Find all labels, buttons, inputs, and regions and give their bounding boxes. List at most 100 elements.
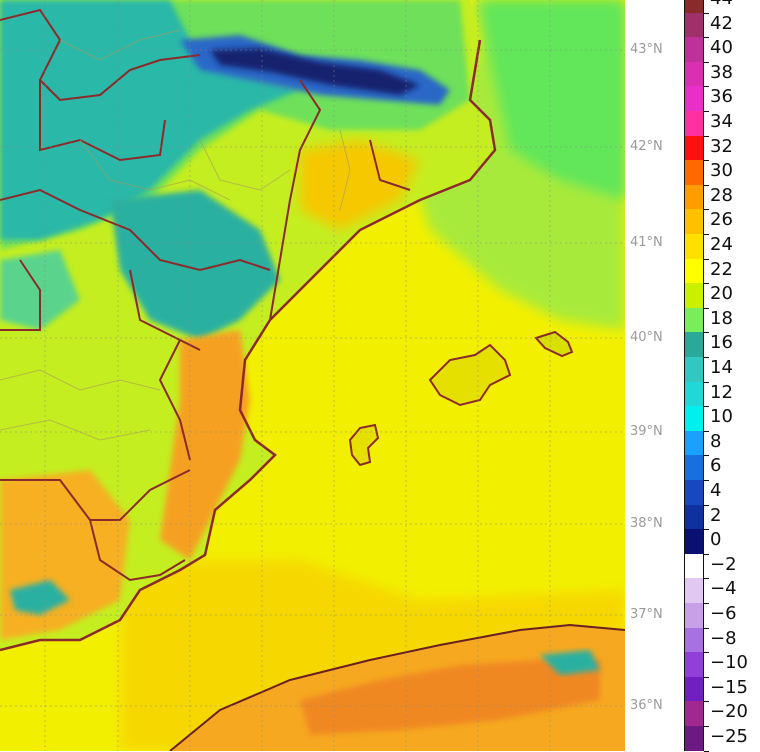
colorbar-tick — [704, 726, 709, 727]
central-teal-zone — [110, 190, 280, 340]
colorbar-label: 12 — [710, 381, 733, 403]
colorbar-segment — [684, 701, 704, 727]
colorbar-segment — [684, 406, 704, 432]
africa-coastline — [169, 623, 625, 751]
colorbar-tick — [704, 406, 709, 408]
colorbar-tick — [704, 61, 709, 63]
colorbar-label: 20 — [710, 283, 733, 305]
colorbar-tick — [704, 652, 709, 654]
colorbar-label: 6 — [710, 455, 722, 477]
colorbar-segment — [684, 529, 704, 555]
colorbar-tick — [704, 12, 709, 14]
colorbar-segment — [684, 12, 704, 38]
colorbar-segment — [684, 357, 704, 383]
colorbar-segment — [684, 307, 704, 333]
colorbar-tick — [704, 578, 709, 580]
colorbar-label: 42 — [710, 12, 733, 34]
lat-label-39: 39°N — [630, 424, 663, 439]
colorbar-segment — [684, 258, 704, 284]
colorbar-label: 26 — [710, 209, 733, 231]
colorbar-tick — [704, 37, 709, 39]
colorbar-segment — [684, 332, 704, 358]
colorbar-tick — [704, 676, 709, 678]
lat-label-36: 36°N — [630, 698, 663, 713]
colorbar-tick — [704, 529, 709, 531]
colorbar-label: 4 — [710, 480, 722, 501]
colorbar-label: 18 — [710, 307, 733, 329]
colorbar-tick — [704, 86, 709, 88]
colorbar-label: 14 — [710, 357, 733, 378]
colorbar-label: 0 — [710, 529, 722, 551]
colorbar-segment — [684, 135, 704, 161]
colorbar-segment — [684, 455, 704, 481]
southeast-hot — [160, 330, 250, 560]
colorbar-segment — [684, 652, 704, 678]
colorbar-segment — [684, 111, 704, 137]
colorbar-label: 8 — [710, 430, 722, 452]
colorbar-label: −25 — [710, 726, 748, 747]
colorbar-tick — [704, 455, 709, 457]
colorbar-label: −2 — [710, 553, 737, 575]
colorbar-tick — [704, 603, 709, 604]
colorbar-label: −8 — [710, 627, 737, 649]
colorbar-segment — [684, 578, 704, 604]
colorbar-segment — [684, 160, 704, 186]
colorbar-label: 32 — [710, 135, 733, 157]
colorbar-tick — [704, 430, 709, 432]
lat-label-42: 42°N — [630, 139, 663, 154]
colorbar-label: 16 — [710, 332, 733, 354]
colorbar-segment — [684, 553, 704, 579]
lat-label-38: 38°N — [630, 516, 663, 531]
colorbar-segment — [684, 603, 704, 629]
pyrenees-coldest — [210, 48, 420, 95]
colorbar-label: 36 — [710, 86, 733, 108]
map-canvas — [0, 0, 625, 751]
colorbar-label: −10 — [710, 652, 748, 674]
colorbar-tick — [704, 701, 709, 703]
colorbar-label: 34 — [710, 111, 733, 132]
colorbar-tick — [704, 307, 709, 309]
colorbar-label: 38 — [710, 61, 733, 83]
colorbar-label: −15 — [710, 676, 748, 698]
southwest-teal-spot — [10, 580, 70, 615]
colorbar-tick — [704, 160, 709, 162]
atlas-cool-spot — [540, 650, 600, 675]
ebro-warm — [300, 140, 420, 230]
colorbar-tick — [704, 283, 709, 285]
colorbar-segment — [684, 627, 704, 653]
colorbar-label: −6 — [710, 603, 737, 624]
colorbar-label: 30 — [710, 160, 733, 182]
north-africa-hot — [300, 660, 600, 735]
colorbar-segment — [684, 480, 704, 506]
colorbar-segment — [684, 430, 704, 456]
colorbar-segment — [684, 86, 704, 112]
colorbar-tick — [704, 480, 709, 481]
colorbar-segment — [684, 234, 704, 260]
colorbar-label: 2 — [710, 504, 722, 526]
colorbar-label: 40 — [710, 37, 733, 59]
lat-label-43: 43°N — [630, 42, 663, 57]
colorbar-tick — [704, 504, 709, 506]
colorbar-tick — [704, 111, 709, 112]
colorbar-segment — [684, 0, 704, 14]
colorbar-label: 28 — [710, 184, 733, 206]
colorbar-tick — [704, 553, 709, 555]
colorbar-segment — [684, 209, 704, 235]
lat-label-37: 37°N — [630, 607, 663, 622]
colorbar-segment — [684, 726, 704, 752]
colorbar-tick — [704, 234, 709, 235]
colorbar-tick — [704, 627, 709, 629]
graticule — [0, 0, 625, 751]
lat-label-40: 40°N — [630, 330, 663, 345]
colorbar-tick — [704, 332, 709, 334]
colorbar-segment — [684, 283, 704, 309]
northwest-teal-zone — [0, 0, 300, 240]
lat-label-41: 41°N — [630, 235, 663, 250]
colorbar-segment — [684, 504, 704, 530]
colorbar-segment — [684, 381, 704, 407]
colorbar-tick — [704, 357, 709, 358]
colorbar-label: 44 — [710, 0, 733, 8]
temperature-map — [0, 0, 625, 751]
colorbar-tick — [704, 381, 709, 383]
coastline — [0, 39, 497, 652]
